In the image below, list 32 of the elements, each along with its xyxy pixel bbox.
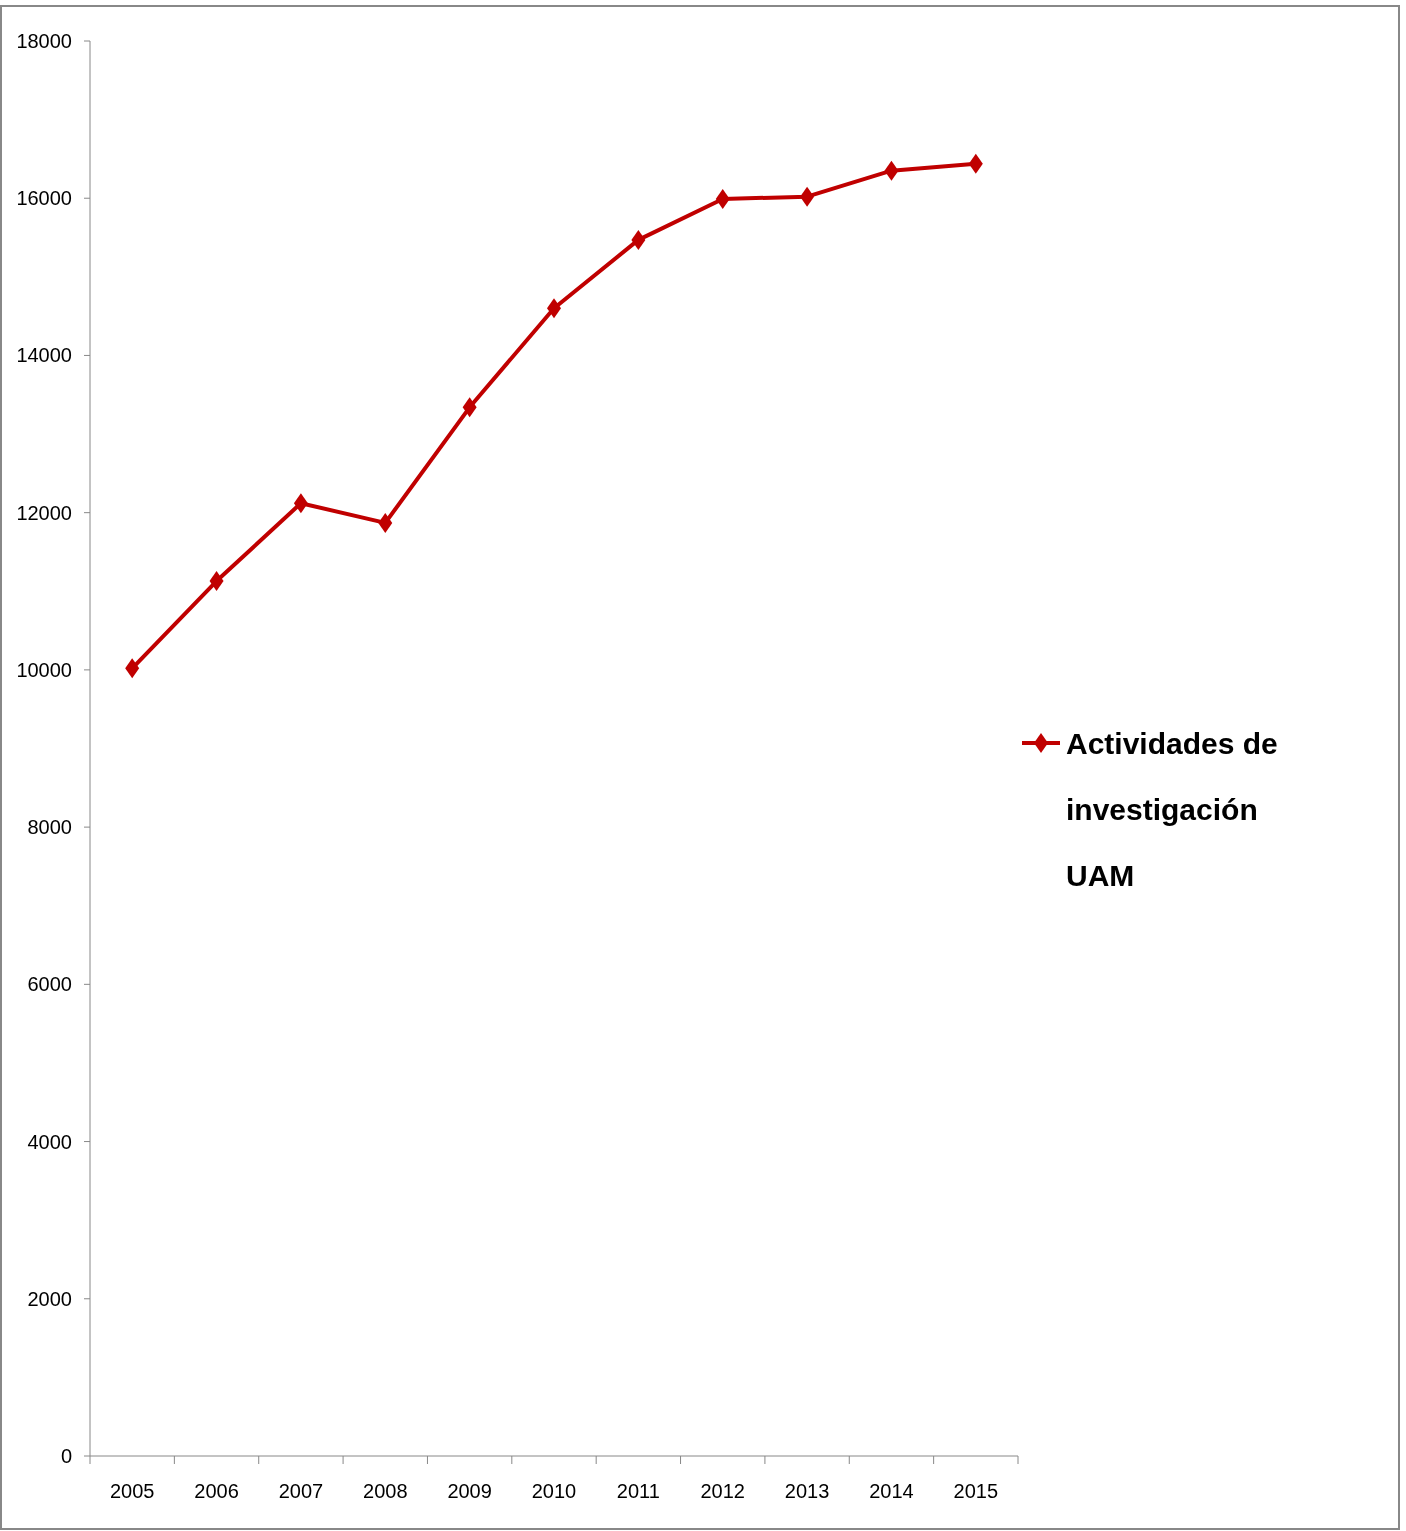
x-tick-label: 2007 (278, 1480, 324, 1502)
x-tick-label: 2008 (363, 1480, 408, 1502)
x-tick-label: 2013 (784, 1480, 830, 1502)
legend-label: Actividades de investigación UAM (1066, 726, 1278, 892)
x-tick-label: 2014 (869, 1480, 914, 1502)
y-tick-label: 2000 (27, 1287, 72, 1310)
point (631, 229, 646, 250)
x-tick-label: 2006 (194, 1480, 239, 1502)
y-tick-label: 0 (60, 1445, 72, 1467)
point (715, 189, 730, 210)
y-tick-label: 4000 (27, 1130, 72, 1153)
y-tick-label: 14000 (16, 344, 72, 367)
x-tick-label: 2009 (447, 1480, 492, 1502)
x-tick-label: 2015 (953, 1480, 999, 1502)
x-tick-label: 2012 (700, 1480, 745, 1502)
x-tick-label: 2011 (616, 1480, 660, 1502)
point (884, 160, 899, 181)
point (378, 512, 393, 533)
point (125, 658, 140, 679)
y-tick-label: 8000 (27, 816, 72, 839)
y-tick-label: 6000 (27, 973, 72, 996)
y-tick-label: 16000 (16, 187, 72, 210)
y-tick-label: 12000 (16, 501, 72, 524)
y-tick-label: 18000 (16, 30, 72, 52)
x-tick-label: 2010 (531, 1480, 577, 1502)
y-tick-label: 10000 (16, 658, 72, 681)
point (800, 186, 815, 207)
point (209, 571, 224, 592)
x-tick-label: 2005 (109, 1480, 155, 1502)
point (968, 153, 983, 174)
point (462, 397, 477, 418)
point (293, 493, 308, 514)
